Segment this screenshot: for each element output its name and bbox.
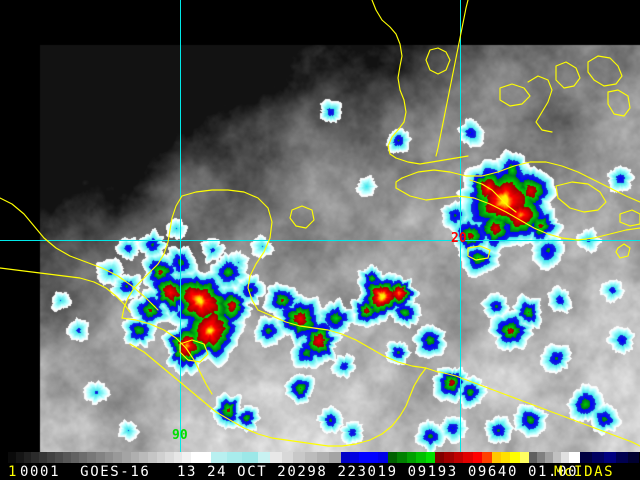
colorbar-stop xyxy=(568,452,581,463)
frame-number-label: 1 xyxy=(8,464,19,480)
colorbar-stop xyxy=(545,452,553,463)
infrared-satellite-raster[interactable] xyxy=(0,0,640,452)
colorbar-stop xyxy=(47,452,56,463)
colorbar-stop xyxy=(416,452,426,463)
colorbar-stop xyxy=(113,452,122,463)
colorbar-stop xyxy=(434,452,445,463)
colorbar-stop xyxy=(615,452,628,463)
colorbar-stop xyxy=(258,452,270,463)
colorbar-stop xyxy=(173,452,183,463)
colorbar-stop xyxy=(552,452,561,463)
colorbar-stop xyxy=(501,452,511,463)
colorbar-stop xyxy=(580,452,593,463)
satellite-id-label: 0001 GOES-16 xyxy=(20,464,151,480)
colorbar-stop xyxy=(147,452,157,463)
colorbar-stop xyxy=(23,452,32,463)
grid-label-longitude-90w: 90 xyxy=(172,428,188,443)
colorbar-stop xyxy=(359,452,369,463)
colorbar-stop xyxy=(519,452,530,463)
colorbar-stop xyxy=(378,452,388,463)
datetime-nav-label: 13 24 OCT 20298 223019 09193 09640 01.00 xyxy=(177,464,579,480)
colorbar-stop xyxy=(55,452,63,463)
colorbar-stop xyxy=(453,452,464,463)
colorbar-stop xyxy=(340,452,351,463)
colorbar-stop xyxy=(39,452,48,463)
colorbar-stop xyxy=(510,452,520,463)
colorbar-stop xyxy=(406,452,417,463)
colorbar-stop xyxy=(472,452,483,463)
colorbar-stop xyxy=(444,452,454,463)
colorbar-stop xyxy=(592,452,605,463)
colorbar-stop xyxy=(139,452,148,463)
colorbar-stop xyxy=(293,452,306,463)
colorbar-stop xyxy=(156,452,166,463)
colorbar-stop xyxy=(165,452,174,463)
grid-label-latitude-20n: 20 xyxy=(451,231,467,246)
colorbar-stop xyxy=(226,452,243,463)
colorbar-stop xyxy=(104,452,114,463)
colorbar-stop xyxy=(70,452,79,463)
colorbar-stop xyxy=(182,452,192,463)
enhancement-colorbar[interactable] xyxy=(0,452,640,463)
colorbar-stop xyxy=(87,452,96,463)
image-annotation-bar: 1 0001 GOES-16 13 24 OCT 20298 223019 09… xyxy=(0,463,640,480)
colorbar-stop xyxy=(397,452,407,463)
colorbar-stop xyxy=(387,452,398,463)
colorbar-stop xyxy=(491,452,502,463)
colorbar-stop xyxy=(130,452,140,463)
colorbar-stop xyxy=(604,452,616,463)
colorbar-stop xyxy=(0,452,8,463)
colorbar-stop xyxy=(537,452,546,463)
colorbar-stop xyxy=(7,452,16,463)
colorbar-stop xyxy=(305,452,317,463)
colorbar-stop xyxy=(62,452,71,463)
colorbar-stop xyxy=(242,452,258,463)
mcidas-brand-label: McIDAS xyxy=(554,464,615,480)
colorbar-stop xyxy=(78,452,88,463)
colorbar-stop xyxy=(368,452,379,463)
satellite-image-area[interactable]: 20 90 xyxy=(0,0,640,452)
colorbar-stop xyxy=(191,452,211,463)
colorbar-stop xyxy=(316,452,329,463)
colorbar-stop xyxy=(281,452,294,463)
colorbar-stop xyxy=(15,452,24,463)
colorbar-stop xyxy=(121,452,131,463)
colorbar-stop xyxy=(627,452,640,463)
colorbar-stop xyxy=(463,452,473,463)
colorbar-stop xyxy=(95,452,105,463)
colorbar-stop xyxy=(210,452,227,463)
colorbar-stop xyxy=(425,452,435,463)
colorbar-stop xyxy=(328,452,341,463)
colorbar-stop xyxy=(560,452,569,463)
colorbar-stop xyxy=(350,452,360,463)
colorbar-stop xyxy=(269,452,282,463)
colorbar-stop xyxy=(31,452,40,463)
colorbar-stop xyxy=(482,452,492,463)
colorbar-stop xyxy=(529,452,538,463)
